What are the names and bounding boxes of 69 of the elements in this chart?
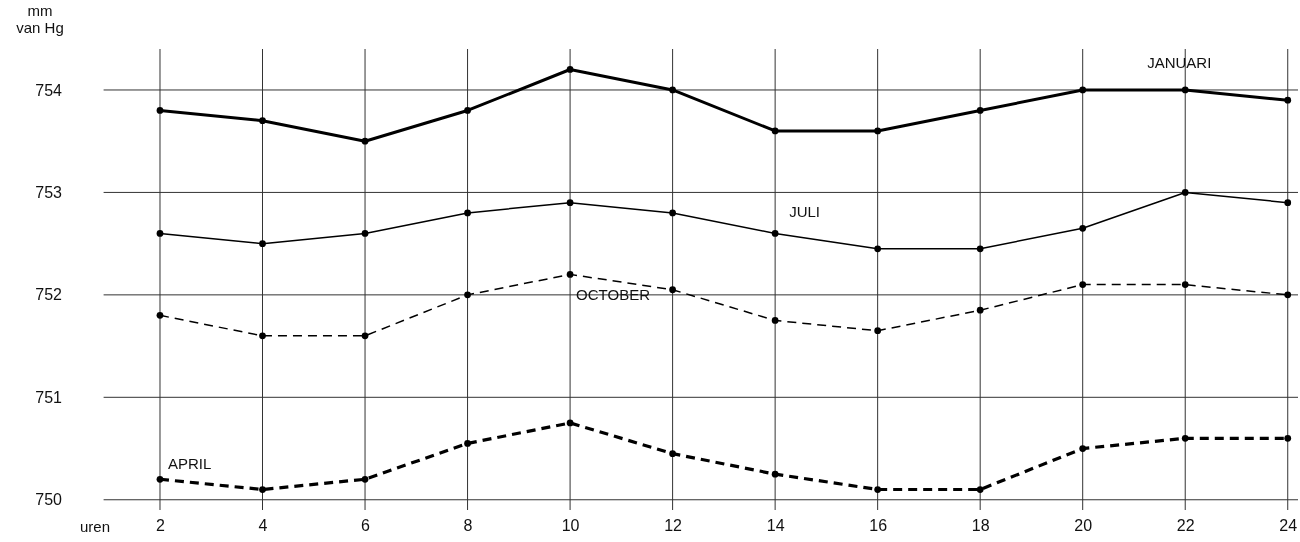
point: [156, 475, 164, 483]
point: [1284, 96, 1292, 104]
point: [1284, 199, 1292, 207]
point: [361, 137, 369, 145]
point: [156, 107, 164, 114]
point: [771, 127, 779, 135]
x-tick-label: 24: [1279, 517, 1298, 535]
point: [1284, 434, 1292, 442]
point: [874, 245, 882, 253]
x-tick-label: 12: [664, 517, 683, 535]
x-tick-label: 2: [156, 517, 166, 535]
point: [566, 66, 574, 73]
point: [1079, 224, 1087, 232]
y-tick-label: 750: [35, 491, 63, 509]
point: [464, 291, 471, 299]
series-label: APRIL: [167, 455, 212, 473]
point: [361, 332, 369, 340]
point: [976, 486, 984, 493]
point: [361, 475, 369, 483]
x-tick-label: 20: [1074, 517, 1093, 535]
point: [1079, 86, 1087, 94]
point: [669, 286, 676, 294]
point: [259, 332, 266, 340]
point: [1181, 434, 1189, 442]
point: [976, 107, 984, 114]
point: [669, 450, 676, 458]
x-axis-title: uren: [79, 518, 111, 535]
x-tick-label: 8: [463, 517, 473, 535]
y-axis-title: mm van Hg: [16, 2, 64, 36]
x-tick-label: 22: [1176, 517, 1195, 535]
point: [566, 419, 574, 427]
series-label: JULI: [789, 203, 820, 221]
y-tick-label: 752: [35, 286, 63, 304]
point: [1079, 445, 1087, 452]
point: [874, 327, 882, 335]
point: [156, 311, 164, 319]
y-tick-label: 754: [35, 81, 63, 99]
point: [976, 245, 984, 253]
x-tick-label: 6: [361, 517, 371, 535]
point: [874, 486, 882, 493]
point: [1181, 281, 1189, 288]
point: [259, 486, 266, 493]
x-tick-label: 16: [869, 517, 888, 535]
x-tick-label: 10: [561, 517, 580, 535]
point: [156, 230, 164, 237]
point: [771, 230, 779, 237]
x-tick-label: 14: [766, 517, 785, 535]
point: [669, 86, 676, 94]
point: [874, 127, 882, 135]
point: [566, 271, 574, 278]
point: [771, 317, 779, 324]
point: [771, 470, 779, 478]
point: [361, 230, 369, 237]
point: [464, 440, 471, 447]
y-tick-label: 753: [35, 184, 63, 202]
y-tick-label: 751: [35, 388, 63, 406]
point: [566, 199, 574, 207]
point: [259, 117, 266, 125]
point: [464, 107, 471, 114]
point: [669, 209, 676, 217]
x-tick-label: 18: [971, 517, 990, 535]
point: [259, 240, 266, 248]
point: [1284, 291, 1292, 299]
x-tick-label: 4: [258, 517, 268, 535]
point: [464, 209, 471, 217]
point: [976, 306, 984, 314]
point: [1079, 281, 1087, 288]
point: [1181, 86, 1189, 94]
point: [1181, 189, 1189, 196]
